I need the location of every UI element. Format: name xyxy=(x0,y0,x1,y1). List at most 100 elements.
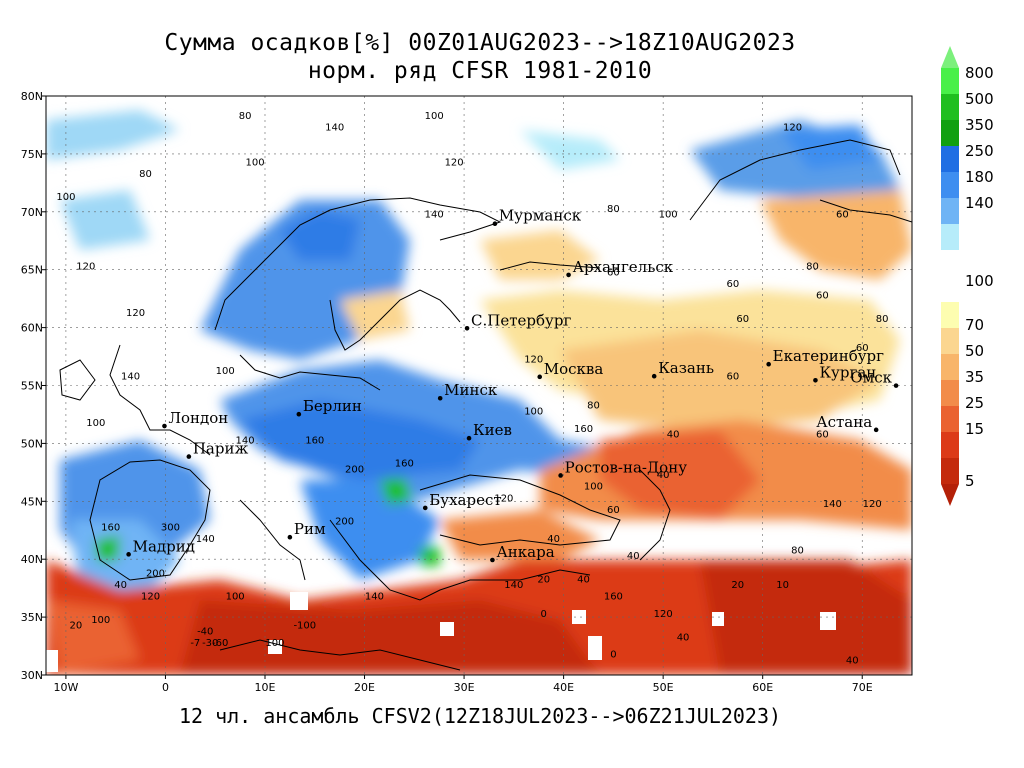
contour-label: -30 xyxy=(202,638,218,649)
contour-label: 120 xyxy=(141,592,160,603)
contour-label: 80 xyxy=(587,401,600,412)
colorbar-label: 250 xyxy=(965,142,994,160)
lon-tick-label: 0 xyxy=(162,681,169,694)
contour-label: 140 xyxy=(425,210,444,221)
colorbar-swatch xyxy=(941,198,959,224)
contour-label: 40 xyxy=(547,534,560,545)
lat-tick-label: 75N xyxy=(21,148,43,161)
contour-label: 160 xyxy=(305,435,324,446)
contour-label: 60 xyxy=(816,291,829,302)
colorbar-label: 800 xyxy=(965,64,994,82)
city-labels: Мурманск Архангельск С.Петербург Москва Каза… xyxy=(126,207,899,563)
precip-shading xyxy=(46,110,912,675)
contour-label: 80 xyxy=(607,204,620,215)
contour-label: 120 xyxy=(524,354,543,365)
lon-tick-label: 40E xyxy=(553,681,574,694)
map-axes: 10W 0 10E 20E 30E 40E 50E 60E 70E 30N 35N 40N 45N 50N… xyxy=(21,90,873,694)
contour-label: 160 xyxy=(604,592,623,603)
city-marker xyxy=(126,552,131,557)
colorbar-swatch xyxy=(941,94,959,120)
contour-label: 0 xyxy=(541,609,547,620)
colorbar-label: 50 xyxy=(965,342,984,360)
colorbar-label: 180 xyxy=(965,168,994,186)
city-label: Омск xyxy=(850,369,892,387)
contour-label: 140 xyxy=(365,592,384,603)
colorbar-label: 35 xyxy=(965,368,984,386)
colorbar-label: 70 xyxy=(965,316,984,334)
city-label: Казань xyxy=(658,359,714,377)
contour-label: 120 xyxy=(863,499,882,510)
contour-label: 100 xyxy=(86,418,105,429)
contour-label: 140 xyxy=(196,534,215,545)
colorbar-swatch xyxy=(941,302,959,328)
city-marker xyxy=(466,435,472,441)
colorbar-swatch xyxy=(941,432,959,458)
lat-tick-label: 65N xyxy=(21,264,43,277)
contour-label: 300 xyxy=(161,522,180,533)
contour-label: 140 xyxy=(823,499,842,510)
contour-label: 80 xyxy=(239,111,252,122)
colorbar-label: 25 xyxy=(965,394,984,412)
contour-label: 100 xyxy=(524,406,543,417)
lat-tick-label: 40N xyxy=(21,553,43,566)
lon-tick-label: 10W xyxy=(53,681,78,694)
coastlines xyxy=(59,139,912,671)
colorbar-label: 15 xyxy=(965,420,984,438)
colorbar-swatch xyxy=(941,406,959,432)
lat-tick-label: 70N xyxy=(21,206,43,219)
contour-label: 200 xyxy=(335,516,354,527)
city-label: Бухарест xyxy=(429,491,501,509)
grid-lines xyxy=(46,96,912,675)
contour-label: 140 xyxy=(325,123,344,134)
contour-label: 100 xyxy=(216,366,235,377)
city-label: Мурманск xyxy=(499,207,582,225)
lat-tick-label: 60N xyxy=(21,322,43,335)
map-subtitle: норм. ряд CFSR 1981-2010 xyxy=(307,58,653,84)
contour-label: 120 xyxy=(76,262,95,273)
lat-tick-label: 45N xyxy=(21,495,43,508)
contour-label: 60 xyxy=(816,430,829,441)
contour-label: 100 xyxy=(56,192,75,203)
lat-tick-label: 55N xyxy=(21,380,43,393)
lat-tick-label: 50N xyxy=(21,437,43,450)
contour-label: 80 xyxy=(791,545,804,556)
colorbar-label: 500 xyxy=(965,90,994,108)
city-label: С.Петербург xyxy=(471,311,571,329)
city-label: Париж xyxy=(193,440,249,458)
contour-label: 60 xyxy=(726,279,739,290)
colorbar-swatch xyxy=(941,146,959,172)
contour-label: 160 xyxy=(395,459,414,470)
ensemble-caption: 12 чл. ансамбль CFSV2(12Z18JUL2023-->06Z… xyxy=(178,704,782,728)
contour-label: 40 xyxy=(677,632,690,643)
contour-label: 120 xyxy=(494,493,513,504)
contour-label: 60 xyxy=(856,343,869,354)
contour-label: 60 xyxy=(607,267,620,278)
city-label: Астана xyxy=(816,413,872,431)
city-label: Москва xyxy=(544,360,604,378)
city-marker xyxy=(490,557,495,563)
colorbar-swatch xyxy=(941,328,959,354)
colorbar-label: 140 xyxy=(965,194,994,212)
contour-label: 200 xyxy=(146,569,165,580)
contour-label: 60 xyxy=(836,210,849,221)
city-marker xyxy=(813,377,818,383)
lat-tick-label: 30N xyxy=(21,669,43,682)
contour-label: 120 xyxy=(126,308,145,319)
contour-label: 10 xyxy=(776,580,789,591)
missing-data-blocks xyxy=(46,592,836,672)
contour-label: 60 xyxy=(736,314,749,325)
colorbar-swatch xyxy=(941,458,959,484)
city-label: Берлин xyxy=(303,397,362,415)
colorbar-swatch xyxy=(941,354,959,380)
map-field: 1001208014010012012080100140801006060606… xyxy=(46,96,912,675)
contour-label: 120 xyxy=(783,123,802,134)
lat-tick-label: 80N xyxy=(21,90,43,103)
contour-label: -40 xyxy=(197,626,213,637)
city-marker xyxy=(566,272,571,278)
contour-labels: 1001208014010012012080100140801006060606… xyxy=(56,111,888,666)
colorbar-swatch xyxy=(941,224,959,250)
contour-label: 40 xyxy=(114,580,127,591)
colorbar-swatch xyxy=(941,380,959,406)
city-marker xyxy=(651,373,657,379)
